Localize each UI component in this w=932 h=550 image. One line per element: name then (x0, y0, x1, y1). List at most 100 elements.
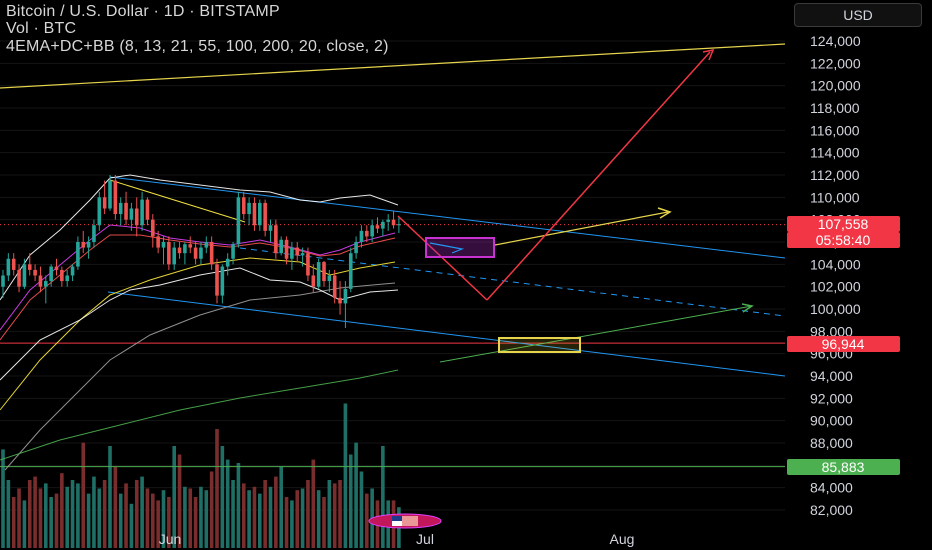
candle-body (11, 258, 16, 270)
volume-bar (193, 497, 198, 548)
candle-body (199, 247, 203, 259)
candle-body (65, 275, 69, 282)
candle-body (231, 244, 235, 259)
candle-body (22, 264, 27, 287)
volume-bar (365, 493, 369, 548)
support-box-yellow[interactable] (498, 337, 581, 353)
volume-bar (236, 463, 241, 548)
candle-body (322, 262, 326, 282)
volume-bars (1, 403, 401, 548)
candle-body (81, 242, 86, 248)
candle-body (172, 247, 176, 265)
volume-bar (81, 442, 86, 548)
volume-bar (49, 497, 53, 548)
candle-body (193, 247, 198, 259)
candle-body (300, 253, 305, 256)
candle-body (44, 281, 48, 287)
candle-body (284, 239, 289, 259)
indicator-line (0, 234, 396, 341)
currency-button[interactable]: USD (794, 3, 922, 27)
trend-line[interactable] (439, 305, 753, 363)
trend-line[interactable] (239, 247, 786, 317)
target-box-purple[interactable] (425, 237, 495, 258)
price-axis[interactable]: 124,000 122,000 120,000 118,000 116,000 114,0… (786, 0, 932, 550)
candle-body (102, 197, 107, 209)
trend-line[interactable] (109, 176, 786, 259)
volume-bar (113, 466, 118, 548)
candle-body (17, 269, 21, 287)
price-tick-label: 102,000 (810, 279, 861, 295)
volume-bar (118, 493, 123, 548)
volume-bar (343, 403, 348, 548)
event-flag-icon[interactable] (368, 513, 442, 529)
trend-line[interactable] (486, 51, 711, 301)
trend-line[interactable] (107, 291, 786, 377)
price-tag (787, 232, 900, 248)
price-tag (787, 459, 900, 475)
indicator-line (0, 257, 396, 411)
volume-bar (65, 486, 69, 548)
volume-bar (38, 488, 43, 548)
candle-body (279, 239, 283, 254)
candle-body (97, 197, 102, 226)
volume-bar (86, 493, 91, 548)
volume-bar (209, 471, 214, 548)
volume-bar (204, 490, 209, 548)
candle-body (49, 266, 53, 282)
volume-bar (161, 490, 166, 548)
volume-bar (241, 483, 246, 548)
candle-body (252, 202, 257, 226)
candle-body (156, 236, 160, 248)
candle-body (306, 253, 310, 276)
price-tick-label: 84,000 (810, 480, 853, 496)
candle-body (151, 219, 155, 237)
candle-body (54, 266, 59, 270)
candle-body (375, 225, 380, 229)
volume-bar (156, 500, 160, 548)
volume-bar (199, 486, 203, 548)
arrow-head (741, 303, 754, 313)
trend-line[interactable] (109, 179, 246, 223)
candle-body (113, 180, 118, 215)
candle-body (348, 253, 353, 289)
price-tick-label: 88,000 (810, 435, 853, 451)
indicator-line (0, 224, 396, 331)
volume-bar (102, 480, 107, 548)
volume-bar (183, 486, 187, 548)
price-tick-label: 82,000 (810, 502, 853, 518)
price-tick-label: 124,000 (810, 33, 861, 49)
volume-bar (6, 480, 11, 548)
volume-bar (316, 490, 321, 548)
price-tick-label: 118,000 (810, 100, 860, 116)
volume-bar (177, 454, 182, 548)
trend-drawings[interactable] (0, 43, 786, 377)
price-tag (787, 336, 900, 352)
candle-body (290, 247, 294, 259)
candle-body (6, 258, 11, 276)
volume-bar (258, 493, 262, 548)
volume-bar (145, 488, 150, 548)
volume-bar (252, 486, 257, 548)
volume-bar (359, 471, 364, 548)
price-tick-label: 98,000 (810, 323, 853, 339)
volume-bar (97, 488, 102, 548)
candle-body (381, 221, 385, 229)
volume-bar (225, 459, 230, 548)
volume-bar (354, 442, 358, 548)
candlesticks (1, 175, 401, 328)
candle-body (241, 197, 246, 215)
volume-bar (284, 497, 289, 548)
candle-body (370, 225, 374, 237)
candle-body (327, 275, 332, 282)
candle-body (332, 275, 337, 298)
price-tag-label: 05:58:40 (816, 232, 871, 248)
candle-body (38, 275, 43, 287)
candle-body (129, 208, 134, 220)
time-axis[interactable]: Jun Jul Aug (159, 513, 635, 547)
trend-line[interactable] (0, 43, 786, 89)
candle-body (386, 219, 390, 222)
trend-line[interactable] (494, 211, 669, 246)
candle-body (316, 262, 321, 287)
